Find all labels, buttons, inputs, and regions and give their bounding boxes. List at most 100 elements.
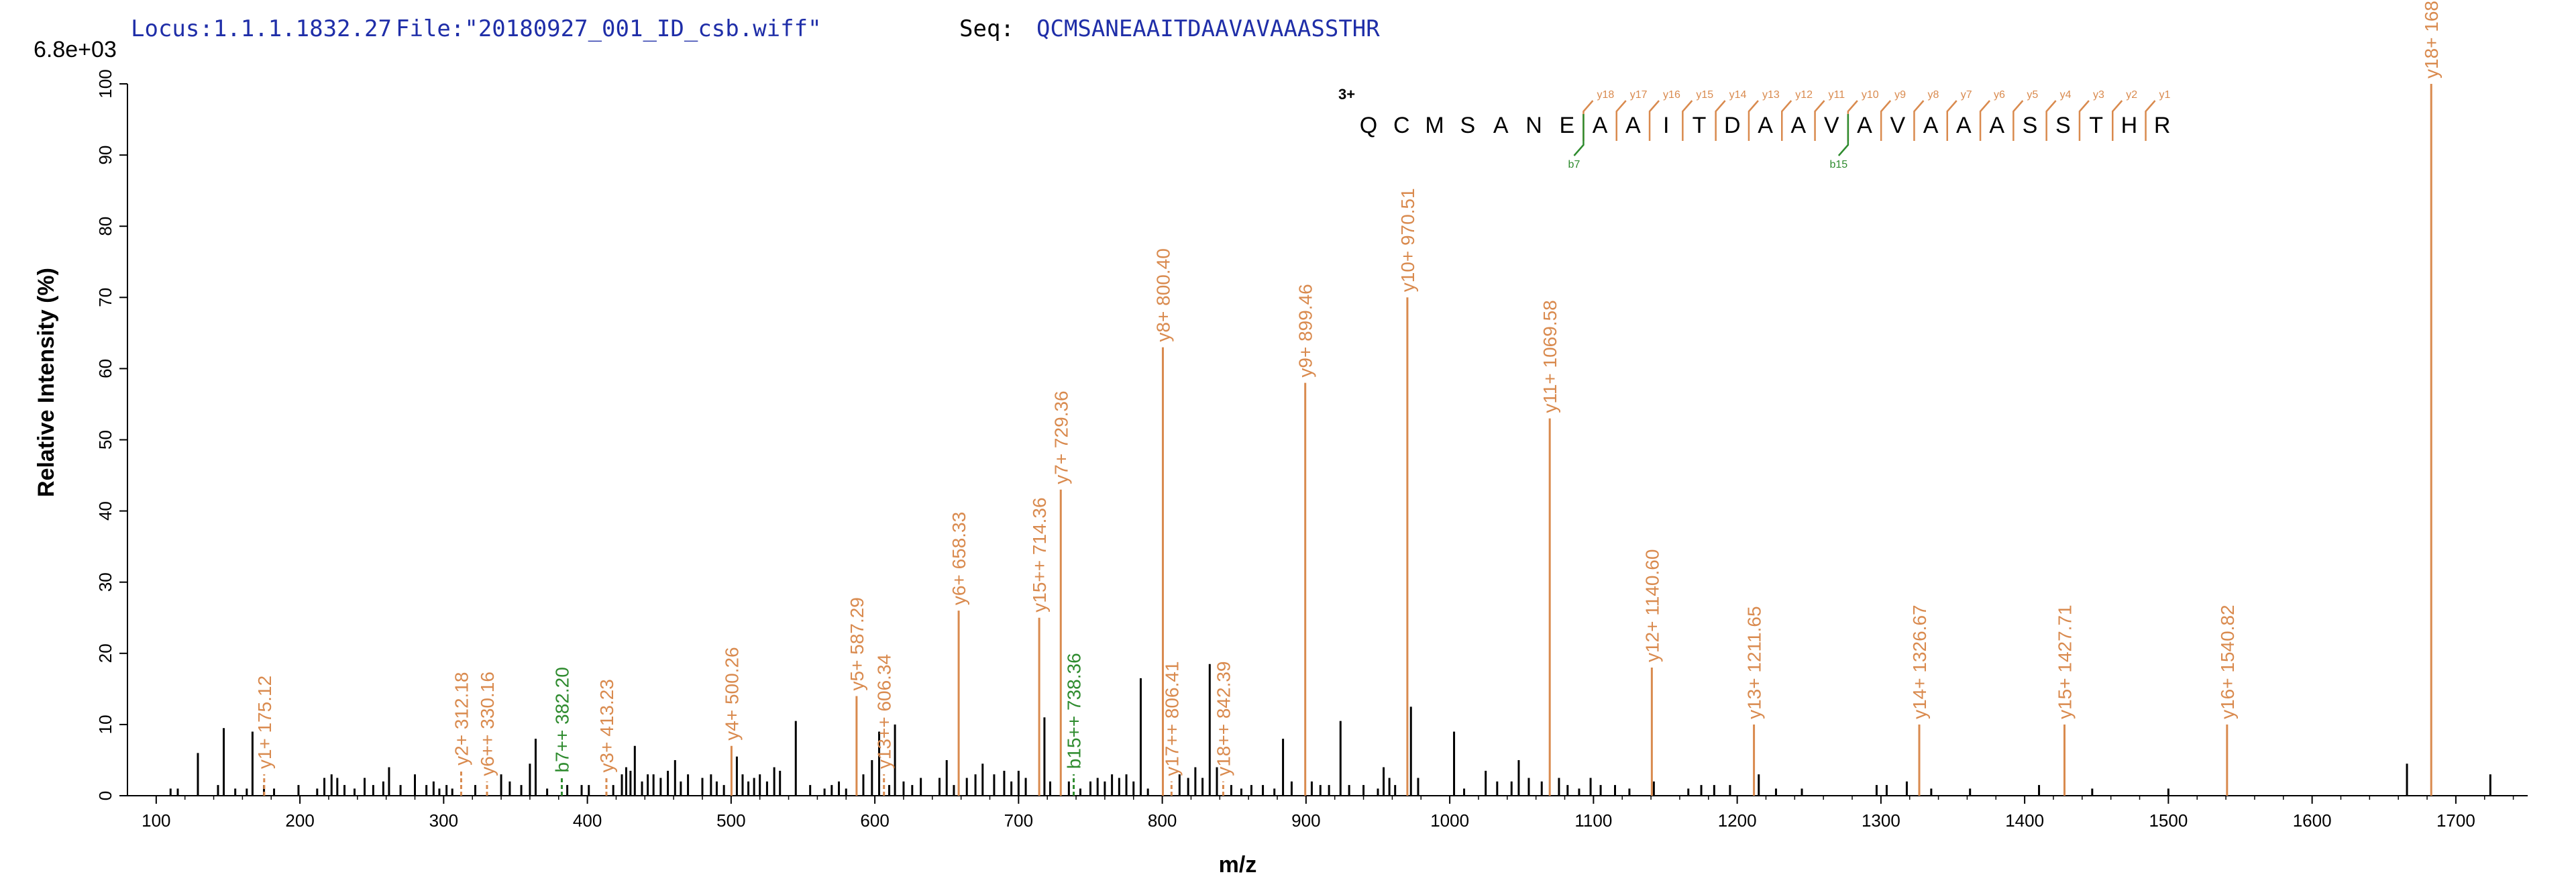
y-ion-cleavage-mark [1781,100,1792,141]
sequence-residue: D [1724,113,1741,138]
sequence-residue: N [1525,113,1542,138]
peak-label: y1+ 175.12 [254,676,275,769]
y-ion-label: y8 [1927,89,1939,101]
y-ion-label: y2 [2126,89,2137,101]
sequence-residue: V [1824,113,1839,138]
y-ion-label: y11 [1829,89,1845,101]
y-ion-cleavage-mark [1979,100,1990,141]
y-tick-label: 70 [95,288,115,307]
y-ion-label: y13 [1762,89,1780,101]
sequence-residue: H [2121,113,2138,138]
sequence-residue: A [1493,113,1509,138]
sequence-residue: A [1923,113,1939,138]
y-axis-ticks: 0 10 20 30 40 50 60 70 80 90 100 [95,69,127,800]
x-tick-label: 1700 [2436,810,2475,831]
peak-label: y11+ 1069.58 [1540,300,1560,413]
sequence-residue: A [1625,113,1641,138]
peak-label: y12+ 1140.60 [1642,549,1662,662]
y-tick-label: 90 [95,146,115,165]
y-tick-label: 20 [95,643,115,663]
peak-label: y3+ 413.23 [596,679,617,772]
peak-label: y2+ 312.18 [451,672,472,766]
sequence-residue: A [1956,113,1972,138]
x-tick-label: 200 [285,810,314,831]
x-tick-label: 600 [860,810,889,831]
y-ion-label: y1 [2159,89,2171,101]
header-seq-value: QCMSANEAAITDAAVAVAAASSTHR [1036,15,1380,42]
y-ion-label: y12 [1795,89,1813,101]
header-file: File:"20180927_001_ID_csb.wiff" [396,15,822,42]
precursor-charge: 3+ [1338,86,1355,103]
y-axis-title: Relative Intensity (%) [34,268,59,497]
x-axis-ticks: 100 200 300 400 500 600 700 800 900 1000 1100 1200 1… [142,796,2514,831]
peak-label: y16+ 1540.82 [2217,604,2238,719]
peak-label: y18++ 842.39 [1213,661,1234,776]
peak-label: b7++ 382.20 [551,667,572,772]
y-tick-label: 30 [95,572,115,592]
sequence-residue: S [2023,113,2038,138]
x-tick-label: 1400 [2005,810,2044,831]
y-tick-label: 100 [95,69,115,98]
peak-label: y10+ 970.51 [1397,188,1418,292]
y-ion-label: y3 [2093,89,2104,101]
y-ion-cleavage-mark [1814,100,1825,141]
x-tick-label: 1100 [1574,810,1612,831]
y-ion-label: y17 [1630,89,1648,101]
peak-label: y15+ 1427.71 [2054,604,2075,719]
peak-label: y8+ 800.40 [1152,248,1173,341]
sequence-residue: A [1593,113,1608,138]
y-ion-cleavage-mark [1582,100,1594,141]
sequence-residue: M [1425,113,1444,138]
y-tick-label: 50 [95,430,115,450]
x-tick-label: 1000 [1430,810,1469,831]
x-tick-label: 800 [1148,810,1177,831]
b-ion-cleavage-mark [1573,114,1585,156]
y-ion-cleavage-mark [1748,100,1759,141]
y-ion-label: y7 [1961,89,1972,101]
b-ion-label: b7 [1568,159,1580,170]
y-tick-label: 60 [95,359,115,378]
peak-label: b15++ 738.36 [1064,653,1085,769]
annotated-peaks [263,84,2432,796]
sequence-residue: A [1758,113,1773,138]
y-ion-cleavage-mark [2112,100,2123,141]
peak-label: y6+ 658.33 [949,512,969,605]
x-tick-label: 900 [1291,810,1320,831]
x-axis-title: m/z [1219,852,1257,878]
sequence-residue: C [1393,113,1410,138]
y-ion-cleavage-mark [1880,100,1892,141]
peak-label: y6++ 330.16 [477,672,498,776]
peak-label: y17++ 806.41 [1161,661,1182,776]
y-tick-label: 80 [95,217,115,236]
sequence-residue: A [1857,113,1872,138]
y-ion-cleavage-mark [2145,100,2156,141]
y-ion-label: y10 [1862,89,1879,101]
header-locus: Locus:1.1.1.1832.27 [131,15,392,42]
sequence-residue: A [1989,113,2004,138]
x-tick-label: 500 [716,810,745,831]
sequence-residue: Q [1360,113,1377,138]
y-ion-cleavage-mark [2012,100,2024,141]
peak-label: y9+ 899.46 [1295,284,1316,377]
sequence-residue: T [1693,113,1707,138]
peak-label: y14+ 1326.67 [1909,604,1930,719]
peak-label: y4+ 500.26 [721,647,742,740]
y-ion-label: y15 [1696,89,1713,101]
peak-label: y18+ 1682.88 [2421,0,2442,78]
y-ion-label: y9 [1894,89,1906,101]
b-ion-cleavage-mark [1837,114,1849,156]
y-ion-label: y6 [1994,89,2005,101]
x-tick-label: 100 [142,810,170,831]
y-ion-label: y16 [1663,89,1680,101]
peak-label: y5+ 587.29 [847,597,867,690]
y-ion-label: y5 [2027,89,2038,101]
y-ion-cleavage-mark [2045,100,2057,141]
x-tick-label: 1200 [1718,810,1757,831]
peak-label: y15++ 714.36 [1029,497,1050,612]
y-ion-cleavage-mark [1847,100,1858,141]
y-ion-cleavage-mark [1682,100,1693,141]
sequence-residue: T [2089,113,2103,138]
peak-label: y13++ 606.34 [874,654,895,769]
